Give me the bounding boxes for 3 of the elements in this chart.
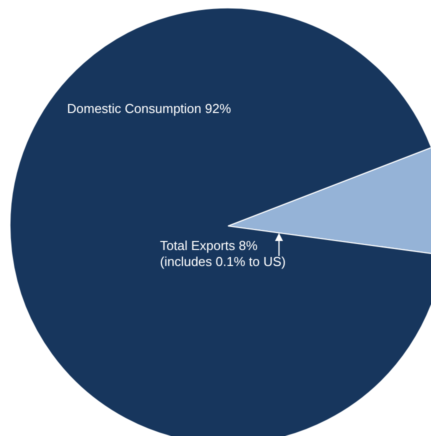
legend-label: Total Exports 8% <box>160 238 258 253</box>
slice-label: Domestic Consumption 92% <box>67 101 232 116</box>
text: (includes 0.1% to US) <box>160 254 286 269</box>
